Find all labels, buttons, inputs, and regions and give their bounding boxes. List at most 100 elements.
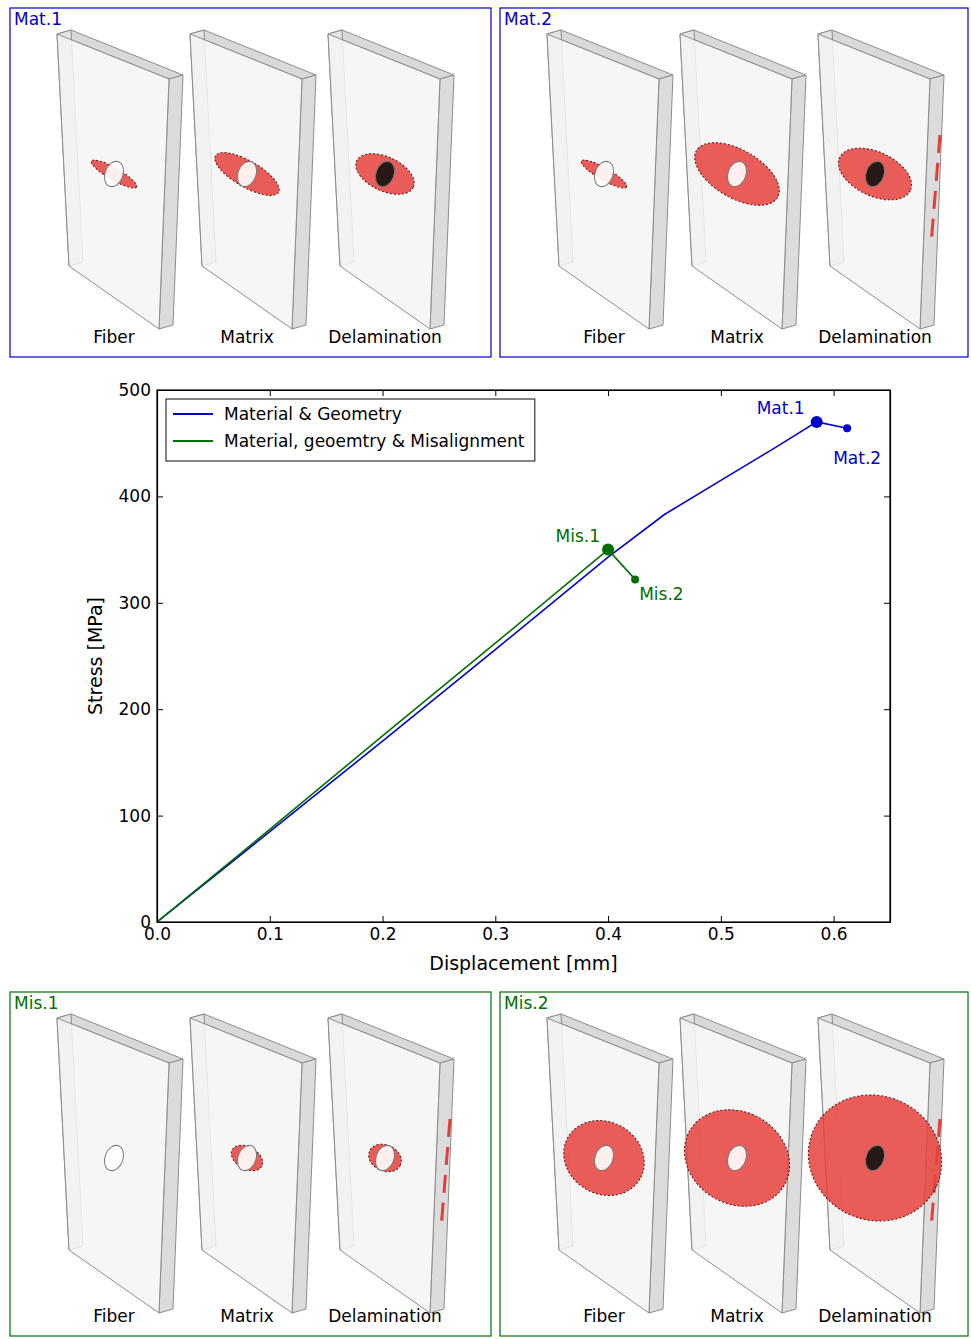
- plate: [547, 30, 673, 329]
- hole: [234, 159, 260, 190]
- panel-title: Mis.2: [504, 993, 548, 1013]
- annotation-label: Mat.2: [833, 448, 881, 468]
- plate-face: [328, 1018, 440, 1313]
- plate: [328, 1014, 454, 1313]
- plot-marks: [157, 416, 851, 922]
- legend-swatch: [173, 413, 213, 415]
- plate-label: Fiber: [583, 1306, 625, 1326]
- tick: 400: [119, 486, 163, 506]
- tick-mark: [383, 916, 384, 922]
- damage-panel: Mis.1FiberMatrixDelamination: [10, 992, 491, 1336]
- tick-mark: [608, 916, 609, 922]
- chart: 0.00.10.20.30.40.50.60100200300400500Dis…: [84, 380, 891, 974]
- tick-label: 200: [119, 699, 151, 719]
- tick: [721, 390, 722, 396]
- plate-label: Matrix: [710, 1306, 764, 1326]
- plate-face: [190, 1018, 302, 1313]
- plate-face: [547, 34, 659, 329]
- tick-label: 0.2: [370, 924, 397, 944]
- tick: 200: [119, 699, 163, 719]
- damage-zone: [209, 145, 285, 204]
- tick-mark: [608, 390, 609, 396]
- damage-panel: Mis.2 Fiber Matrix Delamination: [500, 992, 968, 1336]
- tick: [884, 496, 890, 497]
- damage-zone: [667, 1091, 808, 1225]
- tick-mark: [495, 916, 496, 922]
- panel-frame: [10, 8, 491, 357]
- damage-zone: [88, 156, 139, 192]
- annotation-marker: [631, 575, 639, 583]
- hole: [862, 1143, 888, 1174]
- tick: [608, 390, 609, 396]
- damage-zone: [350, 145, 421, 202]
- tick-label: 0.6: [821, 924, 848, 944]
- legend-label: Material, geoemtry & Misalignment: [224, 431, 525, 451]
- tick-label: 0.1: [257, 924, 284, 944]
- plate: [547, 1014, 673, 1313]
- tick-mark: [270, 390, 271, 396]
- tick-mark: [834, 390, 835, 396]
- hole: [724, 159, 750, 190]
- x-axis-title: Displacement [mm]: [429, 952, 618, 974]
- tick: [383, 390, 384, 396]
- tick: 0.1: [257, 916, 284, 944]
- tick: [834, 390, 835, 396]
- hole: [862, 159, 888, 190]
- tick: 0.6: [821, 916, 848, 944]
- tick-label: 0: [140, 912, 151, 932]
- tick-mark: [884, 603, 890, 604]
- plate-face: [680, 34, 792, 329]
- damage-zone: [550, 1106, 658, 1210]
- tick-label: 400: [119, 486, 151, 506]
- tick-mark: [157, 816, 163, 817]
- plate-label: Delamination: [328, 1306, 442, 1326]
- plate: [328, 30, 454, 329]
- hole: [101, 1143, 127, 1174]
- plate: [57, 30, 183, 329]
- y-axis: 0 100 200 300 400 500: [119, 380, 163, 932]
- plate-face: [547, 1018, 659, 1313]
- hole: [372, 1143, 398, 1174]
- tick: 0.4: [595, 916, 622, 944]
- tick: [884, 603, 890, 604]
- series-line: [157, 422, 847, 922]
- tick-label: 500: [119, 380, 151, 400]
- plate-face: [57, 1018, 169, 1313]
- damage-zone: [830, 138, 919, 211]
- plate-label: Delamination: [818, 1306, 932, 1326]
- damage-panel: Mat.1FiberMatrixDelamination: [10, 8, 491, 357]
- hole: [591, 159, 617, 190]
- edge-damage: [931, 135, 940, 245]
- plate-label: Matrix: [220, 327, 274, 347]
- plate: [818, 30, 944, 329]
- tick-label: 100: [119, 806, 151, 826]
- damage-panel: Mat.2FiberMatrixDelamination: [500, 8, 968, 357]
- tick: [270, 390, 271, 396]
- plate-face: [190, 34, 302, 329]
- tick: 0.5: [708, 916, 735, 944]
- tick: 500: [119, 380, 163, 400]
- tick-mark: [270, 916, 271, 922]
- tick-mark: [157, 603, 163, 604]
- series-line: [157, 550, 635, 922]
- tick-mark: [383, 390, 384, 396]
- tick-mark: [721, 916, 722, 922]
- tick-mark: [721, 390, 722, 396]
- plate: [667, 1014, 808, 1313]
- tick-mark: [884, 816, 890, 817]
- tick-label: 0.4: [595, 924, 622, 944]
- legend-label: Material & Geometry: [224, 404, 402, 424]
- plate-face: [57, 34, 169, 329]
- annotation-marker: [843, 424, 851, 432]
- panel-title: Mat.1: [14, 9, 62, 29]
- tick-label: 0.3: [482, 924, 509, 944]
- panel-frame: [10, 992, 491, 1336]
- tick-mark: [884, 709, 890, 710]
- tick: [884, 816, 890, 817]
- annotation-label: Mis.2: [639, 584, 683, 604]
- annotation-label: Mis.1: [556, 526, 600, 546]
- figure: Mat.1FiberMatrixDelaminationMat.2FiberMa…: [0, 0, 971, 1339]
- tick: 300: [119, 593, 163, 613]
- plate: [190, 1014, 316, 1313]
- x-axis-top: [158, 390, 891, 396]
